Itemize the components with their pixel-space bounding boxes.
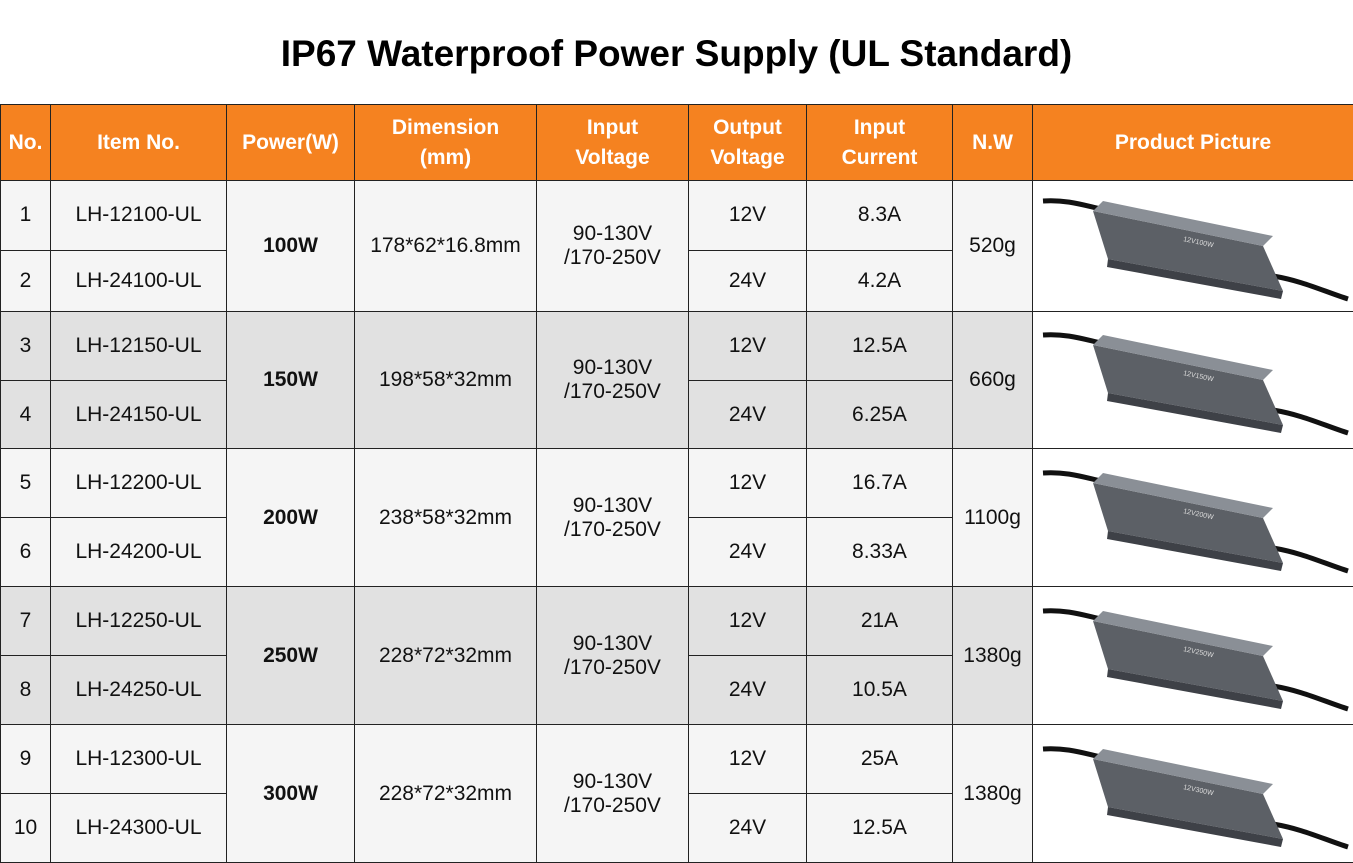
input-current-cell: 21A (806, 586, 953, 656)
table-row: 2 LH-24100-UL 24V 4.2A (0, 249, 1353, 313)
input-current-cell: 16.7A (806, 448, 953, 518)
input-current-cell: 12.5A (806, 793, 953, 863)
row-number: 9 (0, 724, 51, 794)
item-number: LH-12100-UL (50, 180, 227, 251)
row-number: 4 (0, 380, 51, 449)
header-item-no: Item No. (50, 104, 227, 181)
row-number: 6 (0, 517, 51, 587)
header-input-voltage: Input Voltage (536, 104, 689, 181)
net-weight-cell: 1380g (952, 586, 1033, 725)
input-current-cell: 8.33A (806, 517, 953, 587)
output-voltage-cell: 12V (688, 448, 807, 518)
table-row: 7 LH-12250-UL 250W 228*72*32mm 90-130V/170-2… (0, 586, 1353, 725)
input-current-cell: 12.5A (806, 311, 953, 381)
dimension-cell: 238*58*32mm (354, 448, 537, 587)
output-voltage-cell: 12V (688, 180, 807, 251)
product-picture: 12V250W (1032, 586, 1353, 725)
output-voltage-cell: 12V (688, 311, 807, 381)
row-number: 10 (0, 793, 51, 863)
row-number: 3 (0, 311, 51, 381)
power-supply-image: 12V250W (1042, 607, 1349, 711)
header-no: No. (0, 104, 51, 181)
input-voltage-cell: 90-130V/170-250V (536, 311, 689, 449)
header-input-current: Input Current (806, 104, 953, 181)
table-row: 3 LH-12150-UL 150W 198*58*32mm 90-130V/170-2… (0, 311, 1353, 449)
net-weight-cell: 1100g (952, 448, 1033, 587)
input-voltage-cell: 90-130V/170-250V (536, 180, 689, 312)
input-voltage-cell: 90-130V/170-250V (536, 724, 689, 863)
power-cell: 250W (226, 586, 355, 725)
input-current-cell: 4.2A (806, 249, 953, 313)
product-picture: 12V100W (1032, 180, 1353, 312)
product-picture: 12V150W (1032, 311, 1353, 449)
header-output-voltage: Output Voltage (688, 104, 807, 181)
input-current-cell: 6.25A (806, 380, 953, 449)
dimension-cell: 228*72*32mm (354, 586, 537, 725)
power-supply-image: 12V150W (1042, 332, 1349, 436)
table-row: 9 LH-12300-UL 300W 228*72*32mm 90-130V/170-2… (0, 724, 1353, 863)
item-number: LH-24100-UL (50, 249, 227, 313)
table-row: 5 LH-12200-UL 200W 238*58*32mm 90-130V/170-2… (0, 448, 1353, 587)
row-number: 1 (0, 180, 51, 251)
page-title: IP67 Waterproof Power Supply (UL Standar… (280, 33, 1073, 74)
input-current-cell: 25A (806, 724, 953, 794)
item-number: LH-12200-UL (50, 448, 227, 518)
item-number: LH-24200-UL (50, 517, 227, 587)
table-row: 4 LH-24150-UL 24V 6.25A (0, 380, 1353, 449)
net-weight-cell: 520g (952, 180, 1033, 312)
header-product-picture: Product Picture (1032, 104, 1353, 181)
output-voltage-cell: 24V (688, 793, 807, 863)
spec-table: No. Item No. Power(W) Dimension (mm) Input Vol… (0, 104, 1353, 863)
power-supply-image: 12V300W (1042, 745, 1349, 849)
input-current-cell: 8.3A (806, 180, 953, 251)
item-number: LH-24250-UL (50, 655, 227, 725)
output-voltage-cell: 24V (688, 655, 807, 725)
row-number: 5 (0, 448, 51, 518)
power-cell: 200W (226, 448, 355, 587)
dimension-cell: 198*58*32mm (354, 311, 537, 449)
power-supply-image: 12V100W (1042, 198, 1349, 302)
input-voltage-cell: 90-130V/170-250V (536, 448, 689, 587)
item-number: LH-12250-UL (50, 586, 227, 656)
output-voltage-cell: 12V (688, 724, 807, 794)
header-row: No. Item No. Power(W) Dimension (mm) Input Vol… (0, 104, 1353, 181)
power-cell: 300W (226, 724, 355, 863)
net-weight-cell: 1380g (952, 724, 1033, 863)
power-supply-image: 12V200W (1042, 469, 1349, 573)
table-row: 8 LH-24250-UL 24V 10.5A (0, 655, 1353, 725)
output-voltage-cell: 24V (688, 517, 807, 587)
header-net-weight: N.W (952, 104, 1033, 181)
row-number: 2 (0, 249, 51, 313)
output-voltage-cell: 24V (688, 249, 807, 313)
product-picture: 12V200W (1032, 448, 1353, 587)
row-number: 8 (0, 655, 51, 725)
output-voltage-cell: 12V (688, 586, 807, 656)
output-voltage-cell: 24V (688, 380, 807, 449)
power-cell: 100W (226, 180, 355, 312)
item-number: LH-24300-UL (50, 793, 227, 863)
input-voltage-cell: 90-130V/170-250V (536, 586, 689, 725)
item-number: LH-12150-UL (50, 311, 227, 381)
input-current-cell: 10.5A (806, 655, 953, 725)
product-picture: 12V300W (1032, 724, 1353, 863)
header-power: Power(W) (226, 104, 355, 181)
dimension-cell: 228*72*32mm (354, 724, 537, 863)
dimension-cell: 178*62*16.8mm (354, 180, 537, 312)
item-number: LH-24150-UL (50, 380, 227, 449)
table-row: 10 LH-24300-UL 24V 12.5A (0, 793, 1353, 863)
power-cell: 150W (226, 311, 355, 449)
header-dimension: Dimension (mm) (354, 104, 537, 181)
item-number: LH-12300-UL (50, 724, 227, 794)
net-weight-cell: 660g (952, 311, 1033, 449)
table-row: 1 LH-12100-UL 100W 178*62*16.8mm 90-130V/170… (0, 180, 1353, 312)
row-number: 7 (0, 586, 51, 656)
